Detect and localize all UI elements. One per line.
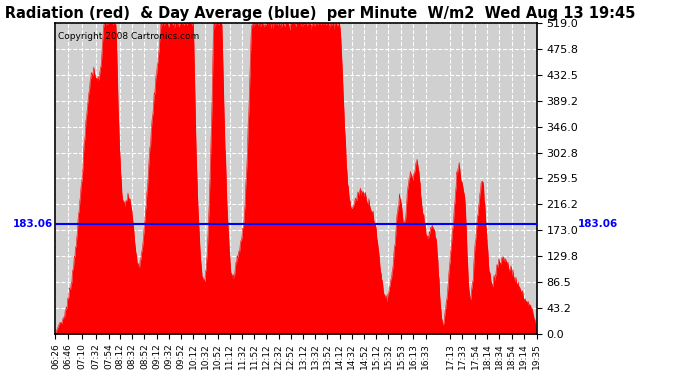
Title: Solar Radiation (red)  & Day Average (blue)  per Minute  W/m2  Wed Aug 13 19:45: Solar Radiation (red) & Day Average (blu… [0,6,635,21]
Text: Copyright 2008 Cartronics.com: Copyright 2008 Cartronics.com [58,32,199,41]
Text: 183.06: 183.06 [12,219,53,229]
Text: 183.06: 183.06 [578,219,618,229]
